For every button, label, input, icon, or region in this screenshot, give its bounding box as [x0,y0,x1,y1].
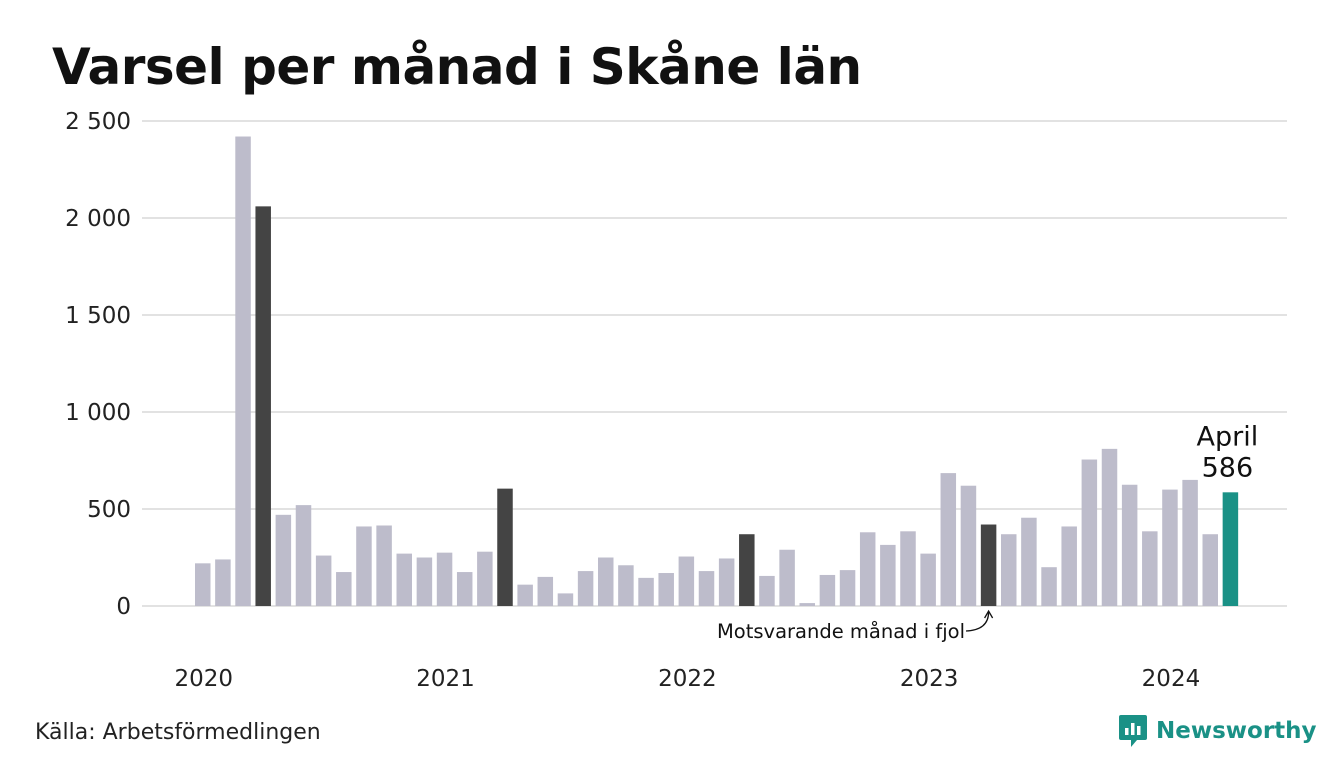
bars [195,136,1239,607]
x-tick-label: 2020 [174,666,233,692]
bar [779,549,795,606]
bar [1081,459,1098,606]
source-credit: Källa: Arbetsförmedlingen [35,720,321,745]
bar [960,485,977,606]
bar [598,557,614,606]
bar [456,572,473,606]
annotation-arrow [965,611,990,632]
bar [537,576,554,606]
bar [1101,448,1118,606]
bar [698,571,715,606]
chart-title: Varsel per månad i Skåne län [52,38,862,96]
y-tick-label: 500 [87,497,131,523]
bar [557,593,574,606]
bar [195,563,211,606]
newsworthy-logo-icon [1119,715,1147,747]
y-tick-label: 1 000 [65,400,131,426]
bar [215,559,231,606]
current-value-label: 586 [1202,452,1254,483]
y-tick-label: 2 500 [65,109,131,135]
bar [900,531,916,606]
y-tick-label: 0 [116,594,131,620]
bar [940,473,957,606]
x-tick-label: 2021 [416,666,475,692]
annotation-text: Motsvarande månad i fjol [717,620,965,643]
bar [819,574,836,606]
bar [396,553,412,606]
bar [1202,534,1218,606]
x-tick-label: 2022 [658,666,717,692]
gridlines [142,120,1287,607]
bar [718,558,735,606]
x-tick-label: 2023 [900,666,959,692]
bar [618,565,634,606]
bar [517,584,533,606]
y-tick-label: 1 500 [65,303,131,329]
bar [1061,526,1077,606]
bar [436,552,453,606]
bar [315,555,332,606]
bar [255,206,271,607]
bar [295,505,312,606]
bar [477,551,493,606]
bar [336,572,352,606]
bar [638,577,654,606]
bar [497,488,513,606]
bar [376,525,392,606]
bar [1001,534,1017,606]
bar [678,556,695,606]
bar [880,544,896,606]
bar [1142,531,1158,606]
current-month-label: April [1197,421,1259,452]
annotation-arrowhead [984,609,994,619]
bar [235,136,251,606]
x-tick-label: 2024 [1142,666,1201,692]
bar [1182,479,1198,606]
bar [759,575,775,606]
bar [739,534,755,606]
bar [920,553,936,606]
bar [1041,567,1057,606]
bar [1021,517,1037,606]
bar [1222,492,1239,606]
y-axis-ticks: 0 500 1 000 1 500 2 000 2 500 [65,109,131,620]
brand-name: Newsworthy [1156,718,1317,744]
bar [980,524,997,606]
bar [839,570,856,606]
bar [658,573,674,606]
bar [275,514,292,606]
x-axis-ticks: 2020 2021 2022 2023 2024 [174,666,1200,692]
bar [356,526,372,606]
bar [1162,489,1178,606]
y-tick-label: 2 000 [65,206,131,232]
brand-logo[interactable]: Newsworthy [1118,714,1317,748]
bar [577,571,594,606]
bar [416,557,433,606]
bar [859,532,876,606]
bar [1121,484,1138,606]
bar [799,603,815,606]
